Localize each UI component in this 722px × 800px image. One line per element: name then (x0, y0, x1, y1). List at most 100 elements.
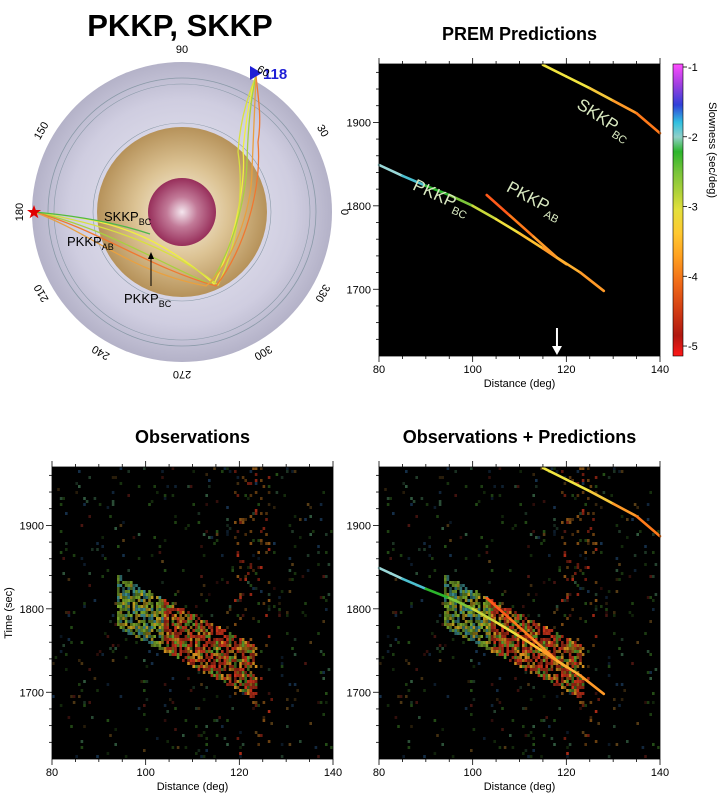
observation-cell (613, 725, 616, 728)
observation-cell (451, 656, 455, 659)
observation-cell (202, 620, 206, 623)
observation-cell (584, 557, 587, 560)
observation-cell (488, 611, 491, 614)
observation-cell (171, 650, 175, 653)
observation-cell (205, 749, 208, 752)
observation-cell (111, 644, 115, 647)
observation-cell (202, 584, 206, 587)
observation-cell (226, 653, 229, 656)
observation-cell (568, 560, 572, 563)
observation-cell (454, 593, 457, 596)
observation-cell (451, 593, 455, 596)
observation-cell (171, 647, 175, 650)
observation-cell (657, 746, 660, 749)
observation-cell (236, 614, 240, 617)
observation-cell (457, 581, 460, 584)
observation-cell (522, 635, 525, 638)
observation-cell (166, 644, 169, 647)
observation-cell (226, 677, 229, 680)
prediction-curve-pkkp-bc (494, 620, 521, 638)
observation-cell (553, 677, 556, 680)
observation-cell (163, 539, 167, 542)
observation-cell (555, 644, 559, 647)
observation-cell (493, 740, 496, 743)
observation-cell (558, 668, 561, 671)
observation-cell (444, 614, 447, 617)
observation-cell (197, 629, 201, 632)
observation-cell (65, 668, 68, 671)
observation-cell (234, 662, 237, 665)
observation-cell (592, 533, 595, 536)
observation-cell (223, 680, 227, 683)
observation-cell (137, 557, 141, 560)
observation-cell (464, 635, 468, 638)
observation-cell (192, 662, 195, 665)
observation-cell (483, 491, 486, 494)
observation-cell (516, 659, 520, 662)
observation-cell (576, 650, 580, 653)
observation-cell (195, 626, 198, 629)
observation-cell (215, 644, 219, 647)
observation-cell (205, 644, 208, 647)
prediction-curve-pkkp-bc (447, 193, 474, 208)
observation-cell (464, 593, 468, 596)
observation-cell (252, 653, 255, 656)
observation-cell (503, 623, 507, 626)
observation-cell (605, 602, 608, 605)
observation-cell (449, 554, 452, 557)
observation-cell (498, 746, 502, 749)
observation-cell (267, 485, 271, 488)
prediction-curve-skkp-bc (635, 111, 662, 135)
prediction-curve-pkkp-bc (494, 217, 521, 235)
observation-cell (143, 689, 146, 692)
observation-cell (153, 485, 156, 488)
observation-cell (210, 641, 214, 644)
observation-cell (498, 605, 502, 608)
observation-cell (158, 611, 162, 614)
observation-cell (270, 698, 273, 701)
observation-cell (568, 614, 572, 617)
observation-cell (158, 551, 162, 554)
observation-cell (581, 653, 585, 656)
observation-cell (532, 530, 535, 533)
observation-cell (101, 545, 104, 548)
observation-cell (514, 662, 517, 665)
observation-cell (519, 659, 522, 662)
observation-cell (566, 644, 569, 647)
observation-cell (542, 539, 546, 542)
observation-cell (205, 620, 208, 623)
observation-cell (140, 632, 143, 635)
observation-cell (210, 629, 214, 632)
observation-cell (470, 623, 473, 626)
observation-cell (288, 524, 292, 527)
observation-cell (166, 647, 169, 650)
observation-cell (135, 590, 138, 593)
observation-cell (584, 503, 587, 506)
observation-cell (410, 725, 413, 728)
observation-cell (119, 620, 123, 623)
observation-cell (179, 650, 182, 653)
observation-cell (218, 659, 221, 662)
observation-cell (449, 629, 452, 632)
observation-cell (163, 626, 167, 629)
observation-cell (130, 626, 133, 629)
observation-cell (325, 533, 328, 536)
observation-cell (288, 557, 292, 560)
observation-cell (122, 539, 125, 542)
observation-cell (535, 635, 538, 638)
observation-cell (166, 617, 169, 620)
observation-cell (197, 623, 201, 626)
observation-cell (231, 566, 234, 569)
observation-cell (59, 503, 63, 506)
observation-cell (516, 650, 520, 653)
observation-cell (410, 497, 413, 500)
observation-cell (96, 755, 99, 758)
observation-cell (594, 710, 598, 713)
observation-cell (247, 656, 250, 659)
observation-cell (197, 707, 201, 710)
observation-cell (249, 638, 253, 641)
observation-cell (174, 635, 177, 638)
observation-cell (392, 653, 395, 656)
slowness-colorbar: -1-2-3-4-5 Slowness (sec/deg) (672, 62, 718, 357)
observation-cell (257, 578, 260, 581)
